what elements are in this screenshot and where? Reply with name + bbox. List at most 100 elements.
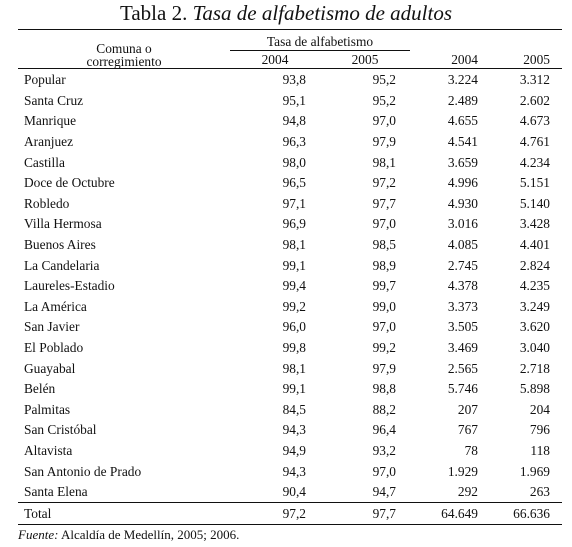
comuna-name: Palmitas: [24, 401, 71, 417]
comuna-name: Buenos Aires: [24, 237, 96, 253]
total-rate-2005: 97,7: [320, 502, 410, 525]
rate-2005: 97,7: [372, 195, 396, 211]
rate-2005: 98,5: [372, 237, 396, 253]
rate-2004: 98,1: [282, 360, 306, 376]
table-row: Manrique 94,8 97,0 4.655 4.673: [18, 111, 562, 132]
population-2005: 5.151: [519, 175, 550, 191]
comuna-name: Altavista: [24, 442, 73, 458]
comuna-name: Santa Cruz: [24, 92, 84, 108]
population-2005: 3.249: [519, 298, 550, 314]
population-2005: 796: [529, 422, 550, 438]
comuna-name: La América: [24, 298, 87, 314]
population-2005: 2.602: [519, 92, 550, 108]
header-comuna: Comuna o corregimiento: [18, 30, 230, 69]
header-comuna-line1: Comuna o: [96, 41, 152, 56]
rate-2005: 98,8: [372, 381, 396, 397]
population-2005: 3.620: [519, 319, 550, 335]
population-2005: 4.401: [519, 237, 550, 253]
population-2004: 2.745: [447, 257, 478, 273]
comuna-name: Villa Hermosa: [24, 216, 102, 232]
rate-2005: 99,7: [372, 278, 396, 294]
population-2005: 3.040: [519, 340, 550, 356]
population-2005: 4.234: [519, 154, 550, 170]
population-2005: 5.898: [519, 381, 550, 397]
table-row: Aranjuez 96,3 97,9 4.541 4.761: [18, 132, 562, 153]
rate-2004: 94,8: [282, 113, 306, 129]
table-caption: Tasa de alfabetismo de adultos: [192, 1, 452, 25]
total-rate-2004: 97,2: [230, 502, 320, 525]
rate-2004: 96,3: [282, 134, 306, 150]
table-row: Doce de Octubre 96,5 97,2 4.996 5.151: [18, 173, 562, 194]
rate-2005: 95,2: [372, 72, 396, 88]
population-2004: 207: [457, 401, 478, 417]
rate-2004: 97,1: [282, 195, 306, 211]
source-text: Alcaldía de Medellín, 2005; 2006.: [60, 527, 240, 542]
population-2004: 3.224: [447, 72, 478, 88]
rate-2004: 98,0: [282, 154, 306, 170]
comuna-name: Guayabal: [24, 360, 76, 376]
population-2005: 1.969: [519, 463, 550, 479]
population-2005: 263: [529, 484, 550, 500]
rate-2004: 94,3: [282, 422, 306, 438]
population-2004: 2.565: [447, 360, 478, 376]
population-2004: 3.373: [447, 298, 478, 314]
rate-2005: 98,1: [372, 154, 396, 170]
literacy-table: Comuna o corregimiento Tasa de alfabetis…: [18, 30, 562, 525]
comuna-name: Aranjuez: [24, 134, 74, 150]
rate-2005: 94,7: [372, 484, 396, 500]
population-2004: 2.489: [447, 92, 478, 108]
rate-2005: 97,9: [372, 134, 396, 150]
rate-2004: 98,1: [282, 237, 306, 253]
rate-2005: 88,2: [372, 401, 396, 417]
header-comuna-line2: corregimiento: [86, 54, 162, 69]
comuna-name: La Candelaria: [24, 257, 100, 273]
rate-2005: 99,0: [372, 298, 396, 314]
rate-2004: 93,8: [282, 72, 306, 88]
rate-2004: 94,9: [282, 442, 306, 458]
total-population-2005: 66.636: [490, 502, 562, 525]
rate-2005: 98,9: [372, 257, 396, 273]
table-title: Tabla 2. Tasa de alfabetismo de adultos: [0, 1, 572, 27]
population-2004: 4.085: [447, 237, 478, 253]
comuna-name: Santa Elena: [24, 484, 88, 500]
table-row: Altavista 94,9 93,2 78 118: [18, 441, 562, 462]
population-2005: 3.428: [519, 216, 550, 232]
population-2004: 3.469: [447, 340, 478, 356]
comuna-name: San Antonio de Prado: [24, 463, 142, 479]
table-row: Villa Hermosa 96,9 97,0 3.016 3.428: [18, 214, 562, 235]
table-row: Santa Elena 90,4 94,7 292 263: [18, 482, 562, 503]
table-row: El Poblado 99,8 99,2 3.469 3.040: [18, 338, 562, 359]
rate-2005: 93,2: [372, 442, 396, 458]
population-2005: 4.235: [519, 278, 550, 294]
rate-2004: 96,0: [282, 319, 306, 335]
header-population-2005: 2005: [523, 52, 550, 67]
comuna-name: San Cristóbal: [24, 422, 97, 438]
table-row: Popular 93,8 95,2 3.224 3.312: [18, 70, 562, 91]
rate-2004: 95,1: [282, 92, 306, 108]
comuna-name: Belén: [24, 381, 56, 397]
table-row: San Javier 96,0 97,0 3.505 3.620: [18, 317, 562, 338]
rate-2005: 97,0: [372, 113, 396, 129]
population-2005: 118: [530, 442, 550, 458]
comuna-name: San Javier: [24, 319, 80, 335]
comuna-name: Castilla: [24, 154, 65, 170]
rate-2004: 96,5: [282, 175, 306, 191]
population-2005: 2.718: [519, 360, 550, 376]
population-2005: 204: [529, 401, 550, 417]
table-row: Laureles-Estadio 99,4 99,7 4.378 4.235: [18, 276, 562, 297]
rate-2004: 84,5: [282, 401, 306, 417]
population-2004: 3.659: [447, 154, 478, 170]
population-2005: 3.312: [519, 72, 550, 88]
table-row: Belén 99,1 98,8 5.746 5.898: [18, 379, 562, 400]
header-population-2004: 2004: [451, 52, 478, 67]
comuna-name: Manrique: [24, 113, 77, 129]
rate-2004: 96,9: [282, 216, 306, 232]
population-2004: 3.505: [447, 319, 478, 335]
source-note: Fuente: Alcaldía de Medellín, 2005; 2006…: [18, 527, 239, 543]
rate-2004: 99,1: [282, 381, 306, 397]
rate-2005: 99,2: [372, 340, 396, 356]
population-2004: 292: [457, 484, 478, 500]
table-row: Castilla 98,0 98,1 3.659 4.234: [18, 152, 562, 173]
comuna-name: Robledo: [24, 195, 70, 211]
